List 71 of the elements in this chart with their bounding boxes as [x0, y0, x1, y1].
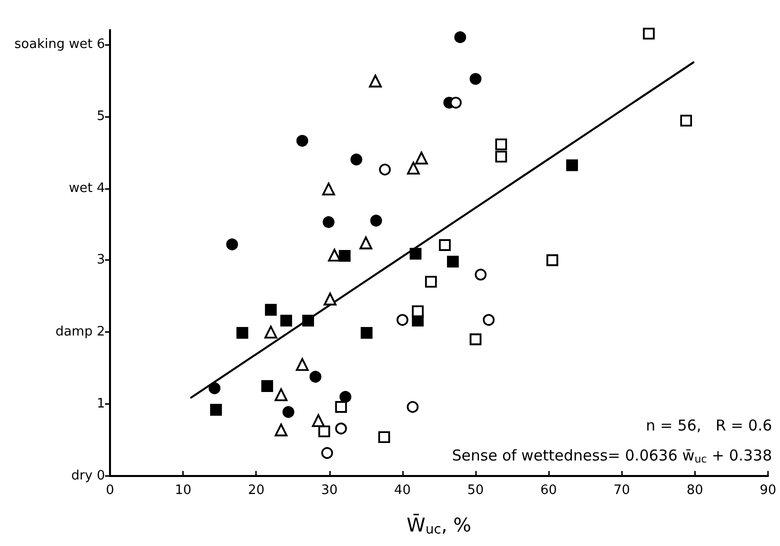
point: [296, 134, 308, 147]
y-tick-label: soaking wet 6: [14, 36, 105, 52]
point: [495, 150, 508, 163]
point: [350, 154, 362, 166]
point: [642, 28, 655, 40]
point: [310, 370, 322, 383]
point: [410, 248, 422, 260]
point: [324, 292, 336, 306]
point: [274, 424, 288, 436]
x-tick-label: 60: [540, 483, 557, 498]
y-tick-label: 1: [96, 396, 105, 412]
y-tick-label: wet 4: [68, 180, 105, 196]
x-tick-label: 80: [686, 483, 704, 498]
y-tick-label: 3: [96, 252, 105, 268]
annotation: n = 56, R = 0.6: [646, 416, 772, 434]
point: [566, 159, 578, 172]
point: [328, 248, 341, 262]
point: [210, 404, 222, 416]
point: [360, 326, 373, 339]
point: [296, 358, 309, 371]
point: [280, 314, 292, 327]
point: [680, 114, 692, 127]
x-tick-label: 70: [614, 483, 630, 498]
point: [412, 305, 424, 318]
point: [474, 268, 487, 280]
point: [470, 333, 482, 346]
x-tick-label: 90: [760, 483, 776, 498]
point: [454, 31, 466, 44]
point: [261, 380, 274, 392]
point: [338, 250, 351, 262]
point: [359, 236, 372, 250]
point: [425, 276, 437, 288]
point: [396, 314, 408, 326]
x-tick-label: 20: [248, 483, 264, 498]
point: [495, 138, 508, 150]
point: [438, 239, 451, 251]
point: [335, 401, 347, 413]
point: [406, 401, 419, 413]
point: [322, 182, 335, 196]
point: [415, 152, 428, 164]
point: [282, 406, 294, 418]
point: [446, 256, 459, 268]
point: [470, 73, 482, 85]
y-tick-label: 5: [96, 108, 105, 124]
point: [264, 304, 277, 316]
point: [226, 238, 238, 250]
point: [322, 216, 334, 228]
point: [335, 422, 347, 434]
x-tick-label: 0: [106, 483, 114, 498]
point: [370, 214, 382, 227]
point: [312, 414, 325, 428]
point: [407, 162, 420, 175]
x-tick-label: 30: [321, 483, 338, 498]
point: [318, 426, 330, 438]
point: [546, 254, 558, 266]
point: [274, 388, 288, 402]
point: [321, 447, 334, 459]
point: [378, 431, 390, 444]
point: [236, 326, 248, 339]
x-tick-label: 10: [174, 483, 192, 498]
point: [340, 390, 352, 403]
point: [208, 382, 220, 394]
point: [482, 314, 495, 326]
x-tick-label: 40: [394, 483, 411, 498]
point: [302, 314, 314, 327]
y-tick-label: damp 2: [55, 324, 105, 340]
y-tick-label: dry 0: [71, 468, 105, 484]
point: [264, 326, 278, 339]
point: [368, 74, 382, 88]
x-tick-label: 50: [467, 483, 484, 498]
point: [379, 164, 391, 176]
